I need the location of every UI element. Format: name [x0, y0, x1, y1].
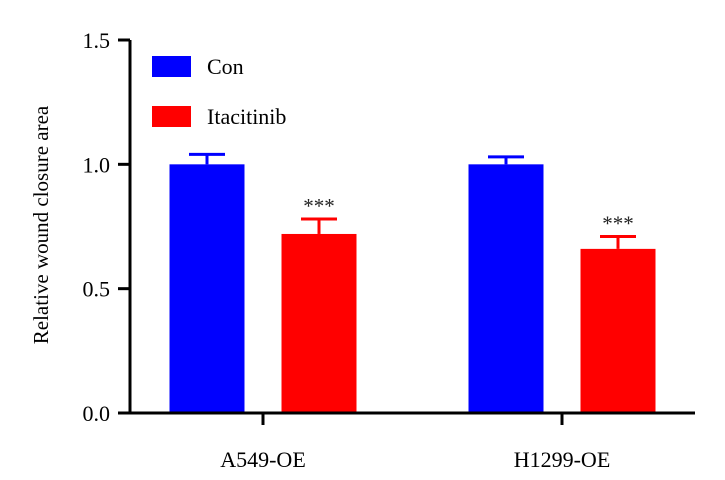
legend: Con Itacitinib [152, 54, 286, 129]
y-tick-label: 0.0 [83, 401, 111, 426]
bar-itacitinib-h1299-oe [580, 248, 656, 413]
bar-itacitinib-a549-oe [281, 233, 357, 413]
bars-group: *** *** [169, 152, 656, 413]
legend-label-itacitinib: Itacitinib [207, 104, 286, 129]
legend-label-con: Con [207, 54, 244, 79]
x-axis: A549-OE H1299-OE [128, 411, 695, 472]
legend-swatch-con [152, 56, 191, 77]
y-axis: 0.0 0.5 1.0 1.5 [83, 28, 132, 426]
y-tick-label: 0.5 [83, 277, 111, 302]
legend-swatch-itacitinib [152, 106, 191, 127]
significance-label: *** [602, 211, 634, 235]
bar-con-h1299-oe [468, 164, 544, 413]
x-tick-label: H1299-OE [514, 447, 611, 472]
y-tick-label: 1.0 [83, 152, 111, 177]
significance-label: *** [303, 194, 335, 218]
x-tick-label: A549-OE [220, 447, 306, 472]
y-axis-label: Relative wound closure area [29, 105, 53, 344]
y-tick-label: 1.5 [83, 28, 111, 53]
bar-con-a549-oe [169, 164, 245, 413]
